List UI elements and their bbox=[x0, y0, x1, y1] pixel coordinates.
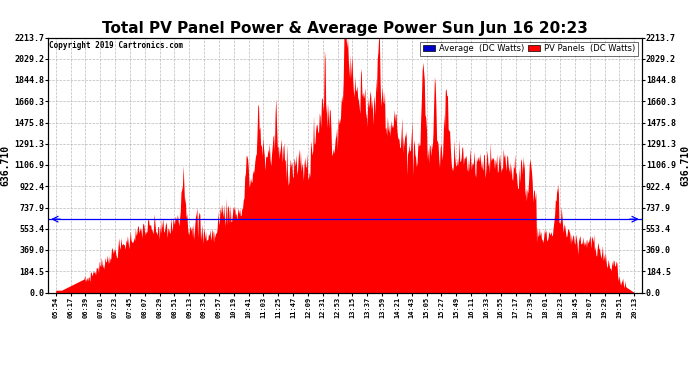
Y-axis label: 636.710: 636.710 bbox=[680, 144, 690, 186]
Title: Total PV Panel Power & Average Power Sun Jun 16 20:23: Total PV Panel Power & Average Power Sun… bbox=[102, 21, 588, 36]
Legend: Average  (DC Watts), PV Panels  (DC Watts): Average (DC Watts), PV Panels (DC Watts) bbox=[420, 42, 638, 56]
Text: Copyright 2019 Cartronics.com: Copyright 2019 Cartronics.com bbox=[50, 41, 184, 50]
Y-axis label: 636.710: 636.710 bbox=[0, 144, 10, 186]
